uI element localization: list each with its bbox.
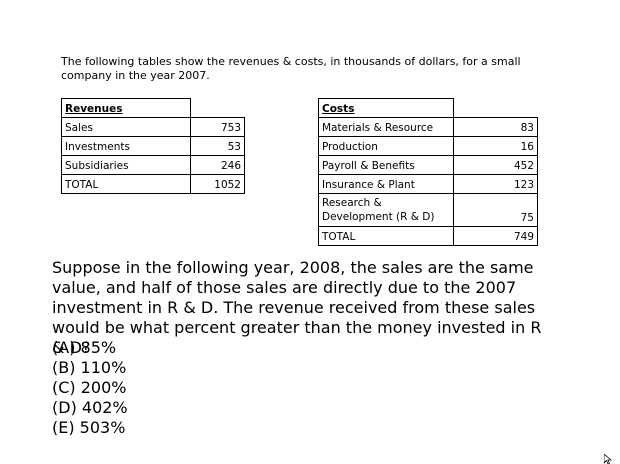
revenue-value: 1052 [190, 174, 245, 194]
cost-value: 16 [453, 136, 538, 156]
table-row: Payroll & Benefits 452 [318, 155, 538, 175]
cost-label: Insurance & Plant [318, 174, 454, 194]
cost-label: Research & Development (R & D) [318, 193, 454, 227]
choice-b[interactable]: (B) 110% [52, 358, 127, 377]
cost-label: Materials & Resource [318, 117, 454, 137]
mouse-cursor-icon [604, 454, 612, 464]
table-row: Insurance & Plant 123 [318, 174, 538, 194]
intro-text: The following tables show the revenues &… [61, 55, 521, 82]
question-text: Suppose in the following year, 2008, the… [52, 258, 542, 357]
revenue-label: Sales [61, 117, 191, 137]
answer-choices: (A) 85% (B) 110% (C) 200% (D) 402% (E) 5… [52, 338, 128, 438]
table-row: Sales 753 [61, 117, 245, 137]
table-row: TOTAL 1052 [61, 174, 245, 194]
table-row: Production 16 [318, 136, 538, 156]
revenue-value: 246 [190, 155, 245, 175]
revenue-label: TOTAL [61, 174, 191, 194]
costs-table: Costs Materials & Resource 83 Production… [318, 98, 538, 246]
revenue-label: Investments [61, 136, 191, 156]
cost-value: 123 [453, 174, 538, 194]
choice-d[interactable]: (D) 402% [52, 398, 128, 417]
cost-value: 75 [453, 193, 538, 227]
cost-value: 83 [453, 117, 538, 137]
revenue-value: 753 [190, 117, 245, 137]
revenues-title: Revenues [61, 98, 191, 118]
cost-value: 452 [453, 155, 538, 175]
revenue-label: Subsidiaries [61, 155, 191, 175]
table-row: TOTAL 749 [318, 226, 538, 246]
choice-c[interactable]: (C) 200% [52, 378, 127, 397]
cost-label: Payroll & Benefits [318, 155, 454, 175]
cost-label: TOTAL [318, 226, 454, 246]
revenue-value: 53 [190, 136, 245, 156]
table-row: Materials & Resource 83 [318, 117, 538, 137]
table-row: Research & Development (R & D) 75 [318, 193, 538, 227]
choice-a[interactable]: (A) 85% [52, 338, 117, 357]
costs-title: Costs [318, 98, 454, 118]
revenues-table: Revenues Sales 753 Investments 53 Subsid… [61, 98, 245, 194]
table-row: Investments 53 [61, 136, 245, 156]
cost-label: Production [318, 136, 454, 156]
cost-value: 749 [453, 226, 538, 246]
table-row: Subsidiaries 246 [61, 155, 245, 175]
choice-e[interactable]: (E) 503% [52, 418, 126, 437]
